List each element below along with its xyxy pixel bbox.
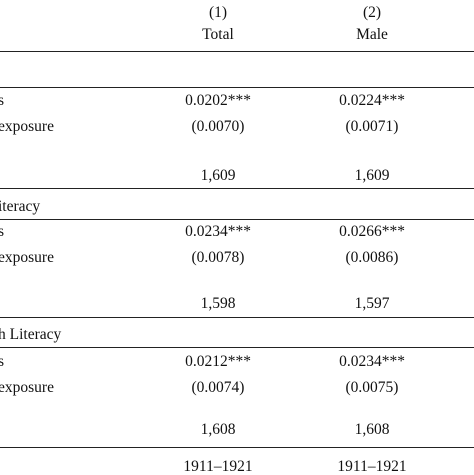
period: 1911–1921	[337, 458, 407, 475]
observations: 1,598	[200, 295, 236, 312]
panel-rule	[0, 347, 474, 348]
row-label: exposure	[0, 379, 54, 396]
coefficient: 0.0202***	[185, 92, 251, 109]
row-label: exposure	[0, 118, 54, 135]
row-label: s	[0, 353, 5, 370]
panel-rule	[0, 219, 474, 220]
column-name: Total	[202, 26, 234, 43]
coefficient: 0.0266***	[339, 223, 405, 240]
coefficient: 0.0212***	[185, 353, 251, 370]
observations: 1,608	[354, 421, 390, 438]
panel-header: iteracy	[0, 198, 41, 215]
column-number: (1)	[208, 4, 228, 21]
column-name: Male	[356, 26, 388, 43]
panel-rule	[0, 317, 474, 318]
panel-rule	[0, 447, 474, 448]
coefficient: 0.0234***	[185, 223, 251, 240]
observations: 1,608	[200, 421, 236, 438]
standard-error: (0.0070)	[191, 118, 245, 135]
observations: 1,609	[354, 167, 390, 184]
standard-error: (0.0071)	[345, 118, 399, 135]
panel-header: h Literacy	[0, 326, 62, 343]
observations: 1,609	[200, 167, 236, 184]
coefficient: 0.0234***	[339, 353, 405, 370]
row-label: s	[0, 223, 5, 240]
column-number: (2)	[362, 4, 382, 21]
standard-error: (0.0075)	[345, 379, 399, 396]
period: 1911–1921	[183, 458, 253, 475]
row-label: s	[0, 92, 5, 109]
standard-error: (0.0078)	[191, 249, 245, 266]
row-label: exposure	[0, 249, 54, 266]
standard-error: (0.0074)	[191, 379, 245, 396]
observations: 1,597	[354, 295, 390, 312]
standard-error: (0.0086)	[345, 249, 399, 266]
header-rule	[0, 51, 474, 52]
panel-rule	[0, 188, 474, 189]
panel-rule	[0, 87, 474, 88]
coefficient: 0.0224***	[339, 92, 405, 109]
